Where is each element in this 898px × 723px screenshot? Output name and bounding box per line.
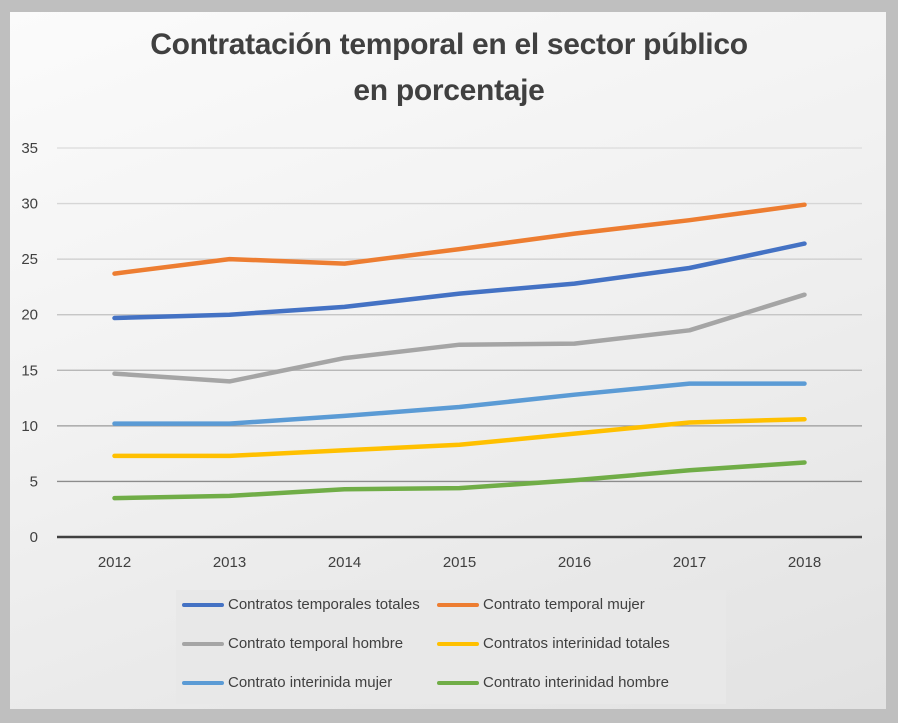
- y-tick-label: 10: [21, 418, 38, 435]
- y-tick-label: 5: [30, 473, 38, 490]
- x-tick-label: 2014: [328, 554, 361, 571]
- y-tick-label: 30: [21, 196, 38, 213]
- x-tick-label: 2015: [443, 554, 476, 571]
- y-axis-ticks: 0 5 10 15 20 25 30 35: [21, 140, 38, 546]
- legend-swatch: [437, 680, 479, 685]
- legend-label: Contrato interinida mujer: [228, 674, 393, 691]
- legend-swatch: [437, 641, 479, 646]
- legend-item-interinidad-totales: Contratos interinidad totales: [437, 635, 670, 652]
- title-line-1: Contratación temporal en el sector públi…: [150, 28, 748, 61]
- y-tick-label: 35: [21, 140, 38, 157]
- x-tick-label: 2016: [558, 554, 591, 571]
- series-line-6: [112, 460, 807, 501]
- y-tick-label: 0: [30, 529, 38, 546]
- x-tick-label: 2013: [213, 554, 246, 571]
- y-tick-label: 25: [21, 251, 38, 268]
- legend-label: Contrato temporal hombre: [228, 635, 404, 652]
- title-line-2: en porcentaje: [353, 74, 545, 107]
- legend-label: Contratos interinidad totales: [483, 635, 670, 652]
- legend-swatch: [437, 602, 479, 607]
- y-tick-label: 20: [21, 307, 38, 324]
- series-line-5: [112, 381, 807, 426]
- series-line-1: [112, 241, 807, 321]
- x-tick-label: 2018: [788, 554, 821, 571]
- legend-label: Contrato temporal mujer: [483, 596, 645, 613]
- series-lines: [112, 202, 807, 501]
- y-tick-label: 15: [21, 362, 38, 379]
- x-axis-ticks: 2012 2013 2014 2015 2016 2017 2018: [98, 554, 821, 571]
- chart-title: Contratación temporal en el sector públi…: [0, 22, 898, 114]
- legend-swatch: [182, 641, 224, 646]
- legend-item-interinidad-hombre: Contrato interinidad hombre: [437, 674, 669, 691]
- legend-item-interinida-mujer: Contrato interinida mujer: [182, 674, 392, 691]
- x-tick-label: 2017: [673, 554, 706, 571]
- series-line-3: [112, 292, 807, 384]
- legend-item-temporal-hombre: Contrato temporal hombre: [182, 635, 403, 652]
- legend: Contratos temporales totales Contrato te…: [176, 590, 726, 704]
- legend-swatch: [182, 680, 224, 685]
- legend-item-temporal-mujer: Contrato temporal mujer: [437, 596, 645, 613]
- legend-item-temporales-totales: Contratos temporales totales: [182, 596, 420, 613]
- legend-label: Contratos temporales totales: [228, 596, 420, 613]
- legend-swatch: [182, 602, 224, 607]
- legend-label: Contrato interinidad hombre: [483, 674, 669, 691]
- x-tick-label: 2012: [98, 554, 131, 571]
